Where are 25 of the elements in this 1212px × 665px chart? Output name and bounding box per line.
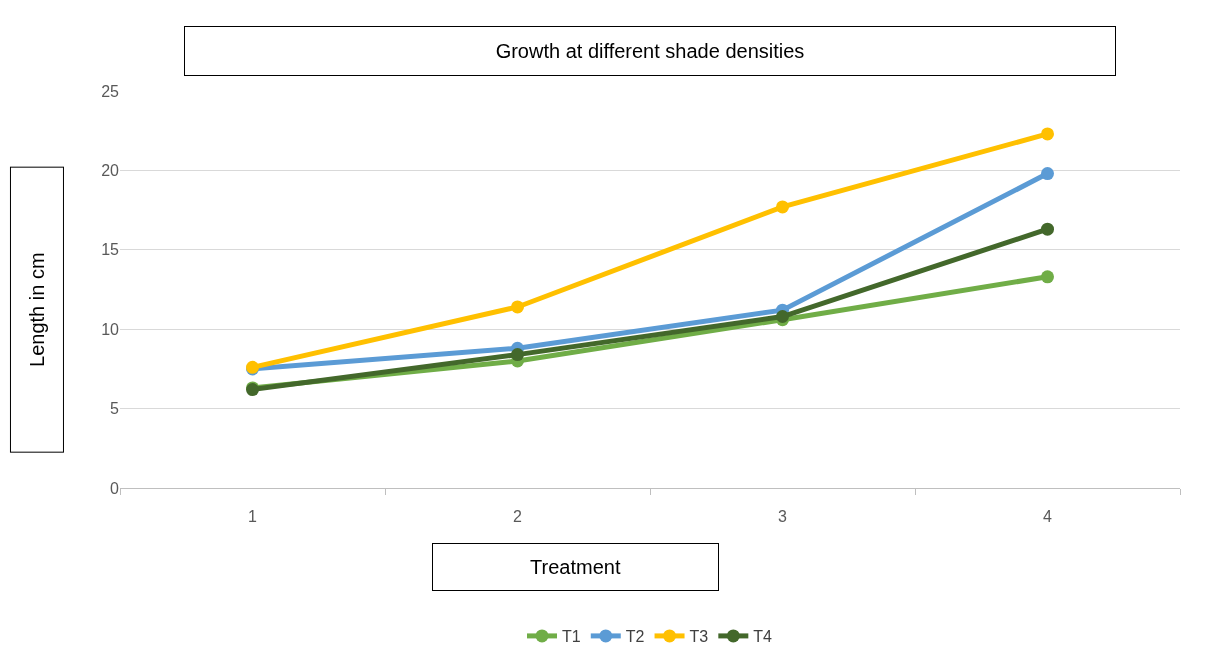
legend-label: T3 (689, 628, 709, 646)
chart-title: Growth at different shade densities (495, 40, 805, 62)
y-tick-label: 25 (101, 82, 120, 100)
point (511, 348, 524, 362)
legend-label: T2 (625, 628, 645, 646)
point (1041, 222, 1054, 236)
y-tick-label: 5 (110, 400, 120, 418)
point (1041, 270, 1054, 284)
x-tick-label: 2 (513, 508, 523, 526)
y-axis-title: Length in cm (25, 252, 48, 367)
legend-label: T1 (562, 628, 581, 646)
point (1041, 127, 1054, 141)
point (511, 300, 524, 314)
y-tick-label: 10 (101, 320, 120, 338)
point (1041, 167, 1054, 181)
y-tick-label: 15 (101, 241, 120, 259)
point (776, 200, 789, 214)
x-tick-label: 3 (778, 508, 788, 526)
x-tick-label: 4 (1043, 508, 1053, 526)
y-tick-label: 0 (110, 479, 120, 497)
y-tick-label: 20 (101, 162, 120, 179)
x-tick-label: 1 (248, 508, 258, 526)
x-axis-title: Treatment (530, 556, 621, 578)
legend-label: T4 (753, 628, 773, 646)
point (776, 310, 789, 323)
